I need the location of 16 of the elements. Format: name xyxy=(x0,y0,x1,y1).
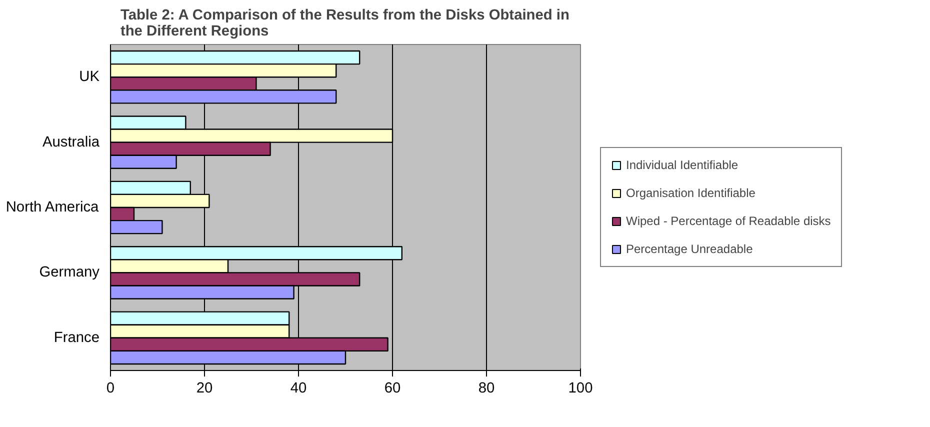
x-tick-label: 80 xyxy=(478,380,495,396)
legend-label: Organisation Identifiable xyxy=(626,186,756,200)
y-tick-label: North America xyxy=(6,200,100,216)
y-tick-label: Germany xyxy=(39,264,100,281)
chart-title: Table 2: A Comparison of the Results from the Disks Obtained in the Different Regions xyxy=(120,8,570,40)
y-tick-label: UK xyxy=(79,69,100,86)
legend-label: Individual Identifiable xyxy=(626,158,738,172)
x-tick-label: 100 xyxy=(568,380,593,396)
y-tick-label: Australia xyxy=(42,134,100,150)
legend-label: Wiped - Percentage of Readable disks xyxy=(626,214,831,228)
x-tick-label: 40 xyxy=(290,380,307,396)
y-tick-label: France xyxy=(54,330,100,346)
legend-label: Percentage Unreadable xyxy=(626,242,753,256)
x-tick-label: 20 xyxy=(196,380,213,396)
x-tick-label: 60 xyxy=(384,380,401,396)
x-tick-label: 0 xyxy=(106,380,115,396)
